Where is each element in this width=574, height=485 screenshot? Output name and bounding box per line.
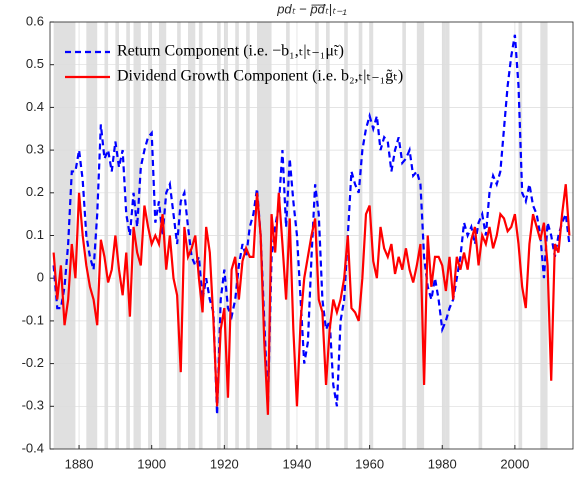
y-tick-label: 0.1 — [26, 227, 44, 242]
axes-box — [49, 21, 574, 450]
y-tick-label: 0.3 — [26, 142, 44, 157]
y-tick-label: 0.6 — [26, 13, 44, 28]
x-tick-label: 1880 — [65, 456, 94, 471]
y-tick-label: -0.1 — [22, 312, 44, 327]
x-tick-label: 1960 — [355, 456, 384, 471]
y-tick-label: -0.3 — [22, 398, 44, 413]
legend-label: Return Component (i.e. −b₁,ₜ|ₜ₋₁μ̃ₜ) — [117, 43, 344, 60]
y-tick-label: 0.2 — [26, 184, 44, 199]
x-tick-label: 1980 — [428, 456, 457, 471]
y-tick-label: 0.4 — [26, 99, 44, 114]
chart-title: pdₜ − p̅d̅ₜ|ₜ₋₁ — [276, 1, 347, 16]
series-line — [52, 184, 571, 415]
x-tick-label: 1920 — [210, 456, 239, 471]
legend-label: Dividend Growth Component (i.e. b₂,ₜ|ₜ₋₁… — [117, 68, 403, 85]
x-tick-label: 1900 — [137, 456, 166, 471]
series-line — [52, 34, 571, 415]
y-tick-label: -0.2 — [22, 355, 44, 370]
y-tick-label: 0 — [37, 270, 44, 285]
y-tick-label: -0.4 — [22, 440, 44, 455]
y-tick-label: 0.5 — [26, 56, 44, 71]
x-tick-label: 1940 — [283, 456, 312, 471]
x-tick-label: 2000 — [500, 456, 529, 471]
